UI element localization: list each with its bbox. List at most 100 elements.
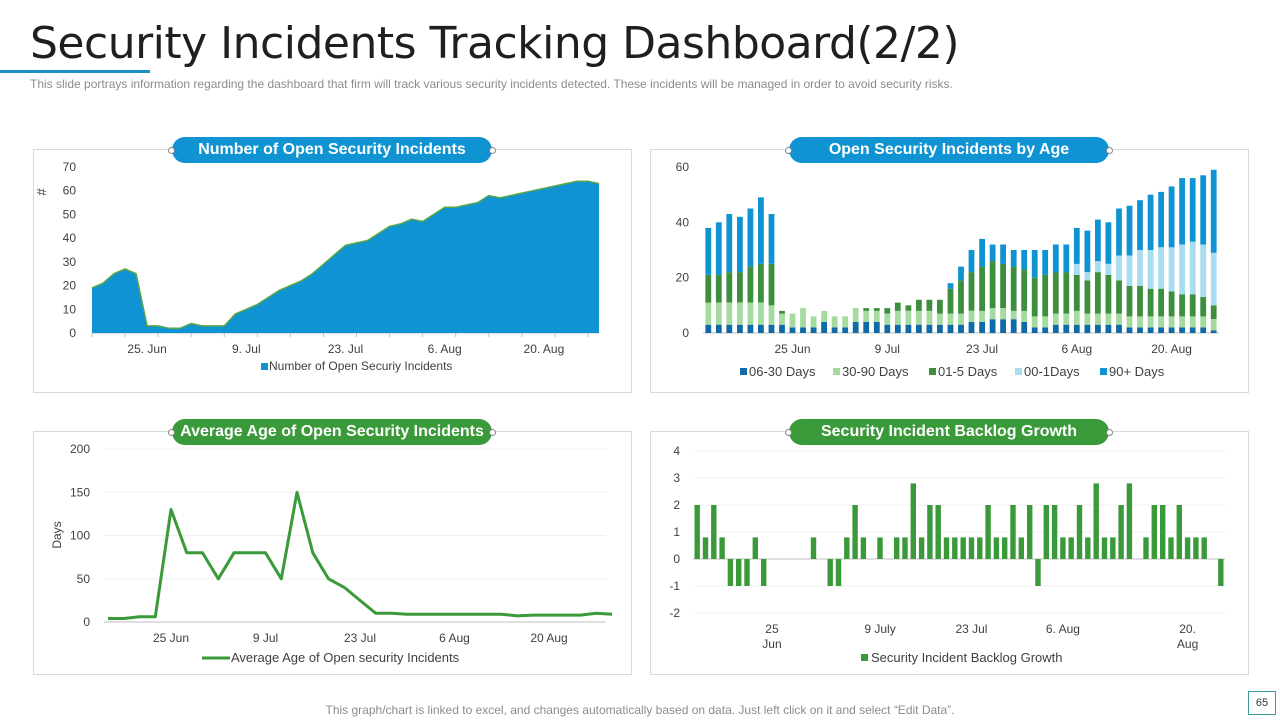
bar-segment bbox=[1147, 316, 1154, 328]
y-tick-label: 0 bbox=[69, 326, 76, 340]
bar-segment bbox=[1137, 200, 1143, 250]
x-tick-label: 20. Aug bbox=[1151, 342, 1192, 356]
bar-segment bbox=[1158, 247, 1164, 289]
bar-segment bbox=[1084, 280, 1091, 314]
bar-segment bbox=[863, 321, 870, 333]
open-incidents-panel: 0 10 20 30 40 50 60 70 #25. Jun 9. Jul 23. Jul 6. A… bbox=[33, 149, 632, 393]
bar-segment bbox=[705, 227, 712, 275]
bar-segment bbox=[916, 299, 922, 311]
backlog-bar bbox=[993, 537, 1000, 559]
legend-label: Number of Open Securiy Incidents bbox=[269, 359, 452, 373]
backlog-bar bbox=[1126, 483, 1133, 559]
bar-segment bbox=[821, 321, 827, 333]
incidents-area-outline bbox=[91, 180, 600, 330]
bar-segment bbox=[726, 324, 733, 333]
backlog-bar bbox=[810, 537, 817, 559]
bar-segment bbox=[905, 305, 912, 311]
legend-swatch bbox=[861, 654, 868, 661]
bar-segment bbox=[916, 324, 922, 333]
x-tick-label: 9. Jul bbox=[232, 342, 261, 356]
open-incidents-title: Number of Open Security Incidents bbox=[168, 137, 496, 163]
bar-segment bbox=[1210, 252, 1217, 306]
legend-swatch bbox=[261, 363, 268, 370]
bar-segment bbox=[947, 313, 954, 325]
x-tick-label: Jun bbox=[762, 637, 781, 651]
y-tick-label: 0 bbox=[83, 615, 90, 629]
average-age-chart[interactable]: 0 50 100 150 200 Days 25 Jun 9 Jul 23 Jul 6 Aug 20… bbox=[34, 432, 631, 674]
bar-segment bbox=[1105, 274, 1112, 314]
bar-segment bbox=[747, 302, 754, 325]
y-tick-label: 70 bbox=[63, 160, 77, 174]
bar-segment bbox=[1137, 327, 1143, 333]
bar-segment bbox=[1095, 324, 1101, 333]
bar-segment bbox=[905, 324, 912, 333]
legend-swatch bbox=[929, 368, 936, 375]
bar-segment bbox=[884, 313, 891, 325]
bar-segment bbox=[747, 208, 754, 267]
bar-segment bbox=[1073, 324, 1080, 333]
y-tick-label: 40 bbox=[676, 215, 690, 229]
y-tick-label: 4 bbox=[673, 444, 680, 458]
bar-segment bbox=[884, 324, 891, 333]
bar-segment bbox=[1126, 316, 1133, 328]
bar-segment bbox=[1158, 288, 1164, 317]
bar-segment bbox=[737, 216, 743, 273]
bar-segment bbox=[800, 308, 806, 328]
bar-segment bbox=[916, 310, 922, 325]
bar-segment bbox=[1200, 327, 1207, 333]
bar-segment bbox=[1210, 319, 1217, 331]
bar-segment bbox=[747, 324, 754, 333]
backlog-bar bbox=[1060, 537, 1066, 559]
backlog-bar bbox=[1168, 537, 1174, 559]
x-tick-label: 9 July bbox=[864, 622, 895, 636]
backlog-bar bbox=[761, 559, 767, 586]
legend-swatch bbox=[1100, 368, 1107, 375]
bar-segment bbox=[726, 272, 733, 303]
bar-segment bbox=[758, 197, 764, 264]
bar-segment bbox=[1126, 286, 1133, 317]
legend-label: 06-30 Days bbox=[749, 364, 816, 379]
backlog-bar bbox=[985, 505, 991, 559]
bar-segment bbox=[1073, 227, 1080, 264]
legend-label: Security Incident Backlog Growth bbox=[871, 650, 1062, 665]
open-incidents-chart[interactable]: 0 10 20 30 40 50 60 70 #25. Jun 9. Jul 23. Jul 6. A… bbox=[34, 150, 631, 392]
y-tick-label: -2 bbox=[669, 606, 680, 620]
bar-segment bbox=[1095, 219, 1101, 262]
backlog-bar bbox=[927, 505, 933, 559]
x-tick-label: 20. Aug bbox=[524, 342, 565, 356]
backlog-bar bbox=[835, 559, 842, 586]
bar-segment bbox=[947, 283, 954, 289]
backlog-growth-title: Security Incident Backlog Growth bbox=[785, 419, 1113, 445]
y-tick-label: 60 bbox=[676, 160, 690, 174]
bar-segment bbox=[1042, 274, 1049, 317]
bar-segment bbox=[852, 308, 859, 322]
bar-segment bbox=[1021, 250, 1028, 270]
bar-segment bbox=[958, 280, 964, 314]
bar-segment bbox=[958, 313, 964, 325]
y-tick-label: 0 bbox=[682, 326, 689, 340]
y-tick-label: -1 bbox=[669, 579, 680, 593]
bar-segment bbox=[947, 288, 954, 314]
backlog-bar bbox=[902, 537, 908, 559]
bar-segment bbox=[715, 302, 722, 325]
bar-segment bbox=[1031, 316, 1038, 328]
backlog-bar bbox=[852, 505, 858, 559]
y-tick-label: 60 bbox=[63, 184, 77, 198]
bar-segment bbox=[1000, 263, 1006, 309]
y-tick-label: 50 bbox=[63, 207, 77, 221]
bar-segment bbox=[1021, 321, 1028, 333]
bar-segment bbox=[726, 214, 733, 273]
backlog-bar bbox=[1110, 537, 1116, 559]
bar-segment bbox=[768, 305, 775, 325]
backlog-bar bbox=[702, 537, 709, 559]
incidents-by-age-chart[interactable]: 0 20 40 60 25 Jun 9 Jul 23 Jul 6 Aug 20. Aug 06-3… bbox=[651, 150, 1248, 392]
bar-segment bbox=[926, 310, 933, 325]
backlog-bar bbox=[752, 537, 758, 559]
backlog-bar bbox=[1151, 505, 1157, 559]
bar-segment bbox=[1116, 313, 1122, 325]
y-tick-label: 10 bbox=[63, 302, 77, 316]
backlog-bar bbox=[1010, 505, 1016, 559]
bar-segment bbox=[958, 324, 964, 333]
legend-swatch bbox=[740, 368, 747, 375]
